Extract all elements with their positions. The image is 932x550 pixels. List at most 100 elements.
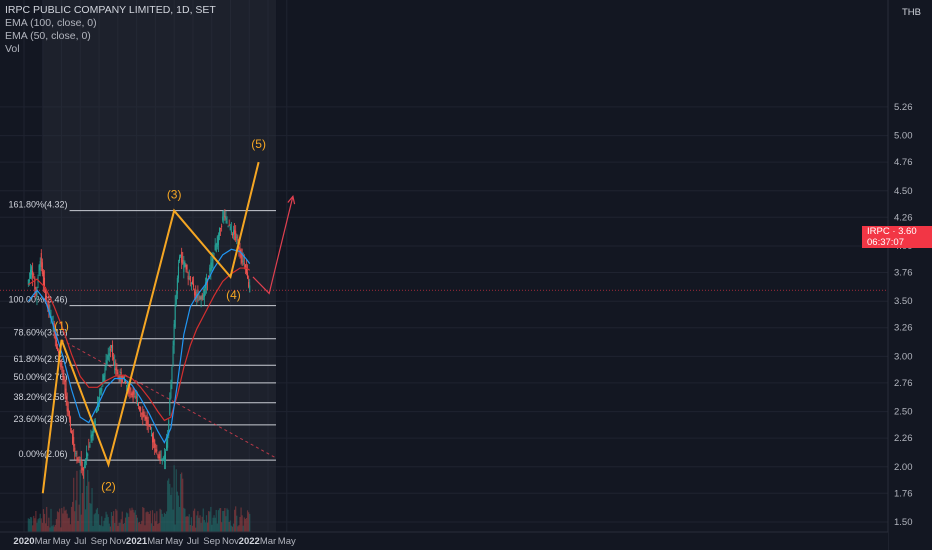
candle-body [159,454,161,459]
volume-bar [151,510,154,532]
volume-bar [89,502,91,532]
volume-bar [99,524,101,532]
volume-bar [107,517,109,532]
volume-bar [194,508,196,532]
time-axis-bg [0,532,888,550]
volume-bar [177,495,180,532]
volume-bar [187,516,189,532]
candle-body [130,393,132,396]
wave-line [41,161,260,494]
candle-body [182,259,184,264]
candle-body [146,417,148,426]
elliott-wave-drawing[interactable]: (1) (2) (3) (4) (5) [41,137,266,494]
candle-body [132,389,134,400]
volume-bar [238,525,240,532]
candle-body [147,420,149,426]
volume-bar [175,469,177,532]
volume-bar [116,510,118,532]
ema50-legend[interactable]: EMA (50, close, 0) [5,30,91,42]
volume-bar [200,522,202,532]
candle-body [215,243,217,252]
volume-bar [76,470,78,532]
candle-body [234,229,236,235]
candle-body [172,346,174,365]
candle-body [116,370,118,374]
fib-level-label: 161.80%(4.32) [8,200,67,210]
candle-body [44,277,46,287]
volume-bar [63,506,65,532]
candle-body [117,372,119,375]
volume-bar [126,512,128,532]
volume-bar [35,510,37,532]
volume-bar [159,508,161,532]
candle-body [73,437,75,447]
ema100-legend[interactable]: EMA (100, close, 0) [5,17,97,29]
candle-body [104,368,106,377]
volume-bar [30,517,33,532]
projection-arrow[interactable] [252,194,296,295]
candle-body [125,380,127,382]
volume-legend[interactable]: Vol [5,43,20,55]
candle-body [208,275,210,278]
volume-bar [121,511,123,532]
candle-body [106,361,108,364]
candle-body [95,408,97,414]
volume-bar [137,522,140,532]
candle-body [222,216,224,221]
candle-body [142,411,144,418]
candle-body [32,270,34,278]
candle-body [127,383,129,385]
volume-bar [96,507,99,532]
price-tick-label: 4.76 [894,157,913,168]
volume-bar [132,509,134,532]
candle-body [220,227,222,229]
volume-bar [224,508,226,532]
candle-body [180,254,182,256]
volume-bar [221,522,223,532]
volume-bar [92,525,94,532]
volume-bar [173,465,175,532]
volume-bar [54,524,56,532]
volume-bar [223,510,225,532]
volume-bar [214,517,216,532]
volume-bar [198,517,200,532]
volume-bar [165,511,168,532]
candle-body [81,467,83,471]
volume-bar [237,526,239,532]
volume-bar [118,522,120,532]
volume-bar [204,522,207,532]
candle-body [233,230,235,235]
candle-body [48,302,50,313]
candle-body [113,356,115,360]
candle-body [243,262,245,264]
volume-bar [32,525,34,532]
symbol-title[interactable]: IRPC PUBLIC COMPANY LIMITED, 1D, SET [5,4,216,16]
candle-body [179,256,181,262]
candle-body [75,453,77,455]
fib-retracement[interactable]: 161.80%(4.32) 100.00%(3.46) 78.60%(3.16) 61… [8,200,277,461]
volume-bar [189,524,191,532]
candle-body [66,401,68,412]
volume-bar [37,519,39,532]
candle-body [191,280,193,285]
time-axis[interactable]: 2020 Mar May Jul Sep Nov 2021 Mar May Jul Sep Nov 20… [0,531,888,550]
time-tick-label: Sep [91,536,108,547]
volume-bar [225,516,227,532]
volume-bar [215,509,217,532]
candle-body [187,275,189,280]
volume-bar [158,522,160,532]
price-axis[interactable]: 1.50 1.76 2.00 2.26 2.50 2.76 3.00 3.26 3.50 3.76… [887,0,932,550]
candle-body [63,375,65,381]
candle-body [140,407,142,411]
candle-body [228,224,230,226]
candle-body [78,456,80,459]
volume-bar [190,517,192,532]
candle-body [199,296,201,300]
candle-body [245,267,247,274]
price-tick-label: 3.00 [894,351,913,362]
volume-bar [141,520,143,532]
candle-body [101,387,103,392]
volume-bar [48,517,50,532]
candle-body [90,435,92,438]
